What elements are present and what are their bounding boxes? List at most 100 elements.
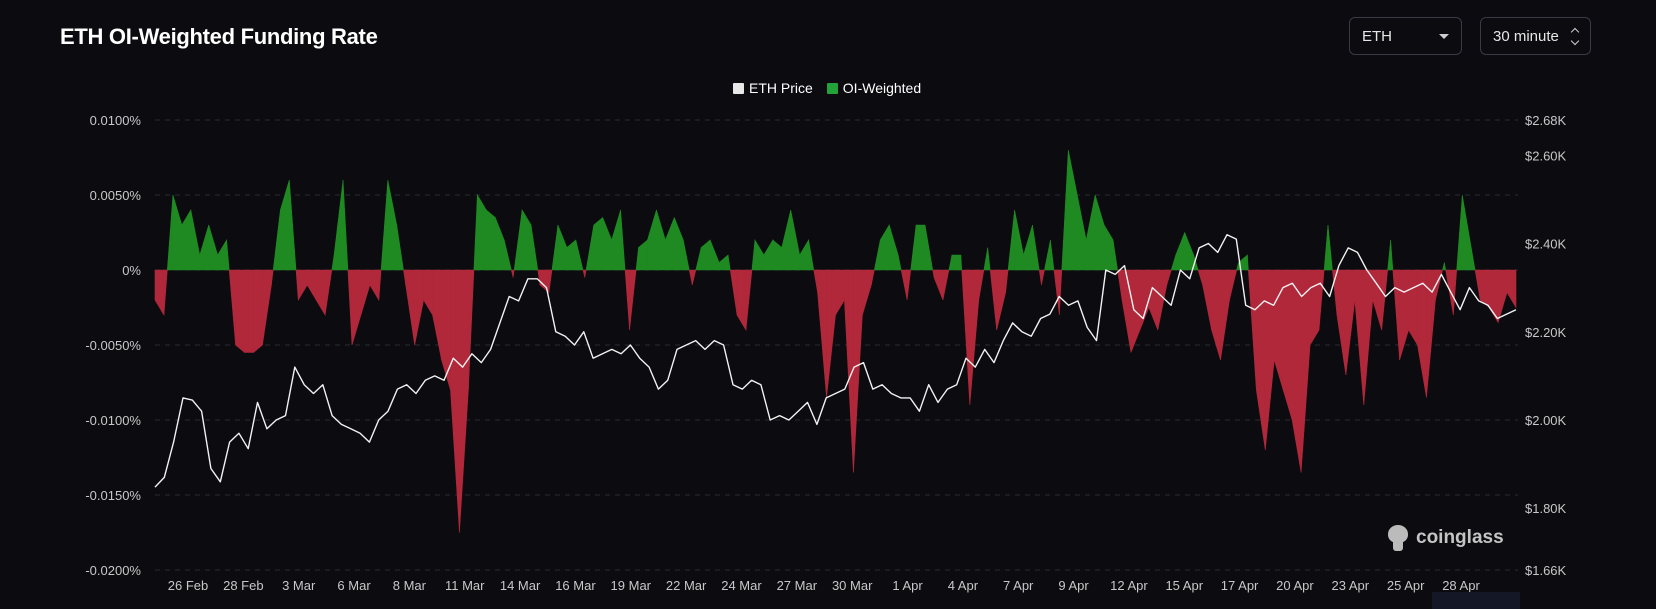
funding-positive-segment (513, 209, 523, 271)
funding-positive-segment (1390, 239, 1394, 271)
funding-negative-segment (548, 269, 553, 293)
funding-positive-segment (754, 238, 765, 271)
legend-swatch-eth-price (733, 82, 744, 94)
interval-select[interactable]: 30 minute (1480, 17, 1591, 55)
funding-positive-segment (1461, 194, 1472, 271)
funding-negative-segment (1318, 269, 1325, 331)
asset-select-value: ETH (1362, 27, 1392, 45)
x-tick-label: 24 Mar (721, 578, 762, 593)
funding-positive-segment (960, 254, 963, 271)
x-tick-label: 11 Mar (445, 578, 485, 593)
chevron-down-icon (1439, 33, 1449, 39)
funding-negative-segment (624, 269, 630, 331)
funding-positive-segment (799, 238, 809, 271)
funding-positive-segment (951, 254, 962, 271)
funding-positive-segment (575, 239, 584, 271)
funding-positive-segment (1456, 194, 1463, 271)
funding-positive-segment (1175, 232, 1185, 271)
funding-negative-segment (835, 269, 845, 317)
x-tick-label: 14 Mar (500, 578, 541, 593)
legend-swatch-oi-weighted (826, 82, 838, 94)
y-right-tick-label: $2.68K (1525, 113, 1567, 128)
funding-positive-segment (1094, 194, 1105, 271)
x-tick-label: 26 Feb (168, 578, 208, 593)
x-tick-label: 16 Mar (555, 578, 596, 593)
x-tick-label: 8 Mar (393, 578, 427, 593)
funding-negative-segment (441, 269, 451, 391)
funding-positive-segment (566, 239, 577, 271)
funding-negative-segment (1059, 269, 1063, 316)
funding-positive-segment (682, 239, 690, 271)
funding-positive-segment (1085, 194, 1096, 271)
x-tick-label: 28 Feb (223, 578, 263, 593)
chart-scroll-handle[interactable] (1432, 592, 1520, 609)
funding-negative-segment (347, 269, 353, 346)
funding-positive-segment (700, 239, 711, 271)
x-tick-label: 15 Apr (1165, 578, 1203, 593)
asset-select[interactable]: ETH (1349, 17, 1462, 55)
funding-positive-segment (1014, 209, 1024, 271)
price-line (154, 234, 1517, 488)
funding-negative-segment (629, 269, 637, 331)
funding-positive-segment (915, 224, 926, 271)
funding-negative-segment (1273, 269, 1284, 391)
funding-negative-segment (813, 269, 818, 293)
x-tick-label: 20 Apr (1276, 578, 1314, 593)
funding-positive-segment (888, 224, 899, 271)
legend-item-eth-price[interactable]: ETH Price (733, 80, 813, 96)
funding-positive-segment (910, 224, 917, 271)
funding-negative-segment (1197, 269, 1203, 286)
funding-positive-segment (763, 238, 774, 271)
funding-negative-segment (1229, 269, 1238, 301)
funding-positive-segment (1193, 254, 1199, 271)
eth-price-line (154, 234, 1517, 488)
funding-negative-segment (745, 269, 753, 331)
funding-positive-segment (1387, 239, 1391, 271)
funding-negative-segment (405, 269, 415, 346)
x-tick-label: 22 Mar (666, 578, 707, 593)
funding-negative-segment (1202, 269, 1212, 331)
x-axis: 26 Feb 28 Feb 3 Mar 6 Mar 8 Mar 11 Mar 14 Mar 1… (168, 578, 1481, 593)
funding-negative-segment (1417, 269, 1427, 398)
funding-positive-segment (1068, 149, 1078, 271)
y-right-tick-label: $2.60K (1525, 148, 1567, 163)
funding-negative-segment (423, 269, 433, 317)
y-right-tick-label: $1.80K (1525, 501, 1567, 516)
funding-positive-segment (718, 254, 729, 271)
funding-negative-segment (512, 269, 515, 278)
funding-negative-segment (450, 269, 460, 533)
funding-negative-segment (1453, 269, 1458, 316)
funding-positive-segment (551, 224, 559, 271)
y-left-tick-label: -0.0200% (85, 563, 141, 578)
x-tick-label: 25 Apr (1387, 578, 1425, 593)
funding-negative-segment (163, 269, 168, 316)
funding-negative-segment (1053, 269, 1060, 316)
funding-negative-segment (244, 269, 254, 353)
funding-positive-segment (695, 247, 702, 271)
y-left-tick-label: 0.0100% (90, 113, 142, 128)
funding-positive-segment (674, 217, 684, 271)
funding-positive-segment (593, 216, 603, 271)
funding-negative-segment (1256, 269, 1266, 451)
funding-positive-segment (1103, 223, 1114, 271)
funding-positive-segment (1247, 254, 1249, 271)
funding-positive-segment (272, 209, 281, 271)
funding-negative-segment (1038, 269, 1042, 286)
coinglass-watermark: coinglass (1386, 525, 1504, 551)
funding-negative-segment (1121, 269, 1132, 353)
funding-negative-segment (403, 269, 407, 286)
funding-positive-segment (557, 224, 568, 271)
funding-positive-segment (1032, 224, 1040, 271)
funding-negative-segment (295, 269, 299, 301)
x-tick-label: 4 Apr (948, 578, 979, 593)
funding-positive-segment (585, 224, 595, 271)
funding-positive-segment (485, 209, 496, 271)
funding-positive-segment (602, 217, 612, 271)
legend-item-oi-weighted[interactable]: OI-Weighted (826, 80, 921, 96)
page-title: ETH OI-Weighted Funding Rate (60, 24, 378, 49)
funding-positive-segment (494, 217, 505, 271)
funding-area (154, 149, 1517, 533)
funding-negative-segment (324, 269, 333, 316)
funding-positive-segment (647, 209, 657, 271)
funding-negative-segment (297, 269, 308, 302)
